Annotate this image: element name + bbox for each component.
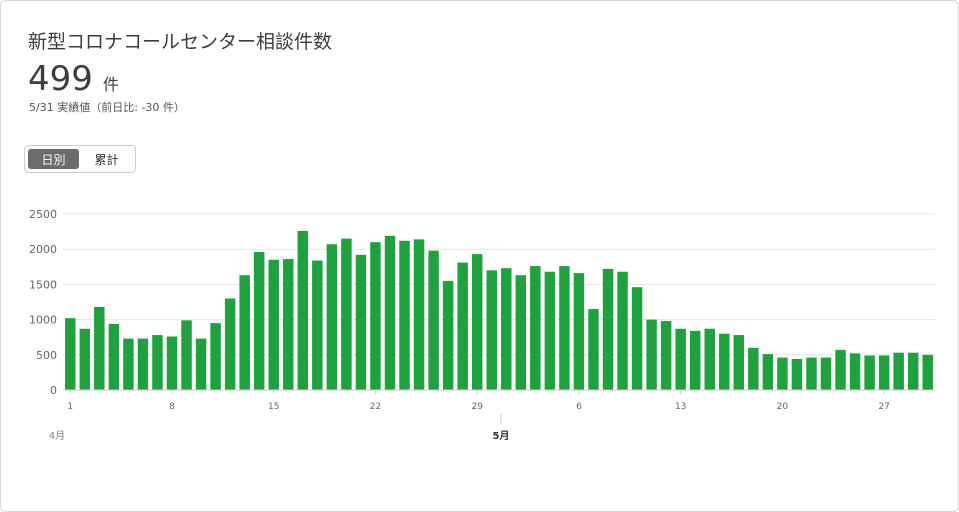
bar xyxy=(689,330,701,390)
bar xyxy=(123,338,134,390)
bar xyxy=(79,328,91,390)
bar xyxy=(355,254,367,390)
bar xyxy=(719,333,730,390)
bar xyxy=(297,230,309,390)
bar xyxy=(152,335,163,390)
card-title: 新型コロナコールセンター相談件数 xyxy=(28,31,333,53)
bar xyxy=(253,252,265,390)
bar xyxy=(370,242,381,390)
x-tick-label: 15 xyxy=(268,402,279,412)
latest-value-note: 5/31 実績値（前日比: -30 件） xyxy=(29,101,185,114)
bar xyxy=(210,323,221,390)
toggle-daily-button[interactable]: 日別 xyxy=(28,149,79,169)
bar xyxy=(864,355,875,390)
bar xyxy=(588,309,599,390)
bar xyxy=(907,352,919,390)
bar xyxy=(573,273,585,390)
y-tick-label: 500 xyxy=(36,349,57,362)
bar xyxy=(166,336,178,390)
bar-chart: 0 500 1000 1500 2000 2500 1 8 15 22 29 6 13 20 27 4月 5月 xyxy=(29,208,935,442)
x-tick-label: 29 xyxy=(471,402,483,412)
bar xyxy=(239,275,250,390)
bar xyxy=(283,259,294,390)
x-tick-label: 8 xyxy=(169,402,175,412)
bar xyxy=(428,250,439,390)
bar xyxy=(762,354,774,390)
daily-cumulative-toggle: 日別 累計 xyxy=(24,145,136,173)
bar xyxy=(399,240,410,390)
bar xyxy=(530,266,541,390)
bar xyxy=(602,268,614,390)
bar xyxy=(442,280,454,390)
bar xyxy=(791,359,803,390)
bar xyxy=(501,268,512,390)
bar xyxy=(748,347,759,390)
bar xyxy=(341,238,352,390)
y-tick-label: 2500 xyxy=(29,208,57,221)
bar xyxy=(486,270,497,390)
x-tick-label: 1 xyxy=(67,402,73,412)
bar xyxy=(108,323,120,390)
latest-value-unit: 件 xyxy=(102,75,119,94)
bar xyxy=(268,259,279,390)
bar xyxy=(806,357,817,390)
y-tick-label: 2000 xyxy=(29,243,57,256)
x-tick-label: 20 xyxy=(777,402,789,412)
bar xyxy=(413,239,425,390)
bar xyxy=(631,287,643,390)
bar xyxy=(704,328,715,390)
x-tick-label: 27 xyxy=(878,402,889,412)
bar xyxy=(65,318,76,390)
bar xyxy=(777,357,788,390)
bar xyxy=(617,271,628,390)
bar xyxy=(224,298,236,390)
bar xyxy=(515,275,527,390)
bar xyxy=(646,319,657,390)
month-label-may: 5月 xyxy=(493,430,510,442)
latest-value-row: 499 件 xyxy=(28,59,119,99)
y-tick-label: 1000 xyxy=(29,314,57,327)
bar xyxy=(559,266,570,390)
toggle-cumulative-button[interactable]: 累計 xyxy=(81,149,132,169)
bar xyxy=(384,235,396,390)
bar xyxy=(312,260,323,390)
bar xyxy=(457,262,468,390)
bar xyxy=(893,352,904,390)
bar xyxy=(922,354,933,390)
month-label-april: 4月 xyxy=(49,430,65,442)
x-tick-label: 13 xyxy=(675,402,686,412)
bar xyxy=(137,338,149,390)
y-tick-label: 1500 xyxy=(29,278,57,291)
y-tick-label: 0 xyxy=(50,384,57,397)
bar xyxy=(675,328,686,390)
bar xyxy=(326,244,338,390)
bar xyxy=(660,321,672,390)
latest-value: 499 xyxy=(28,59,93,99)
bar xyxy=(94,306,105,390)
bar xyxy=(471,254,483,390)
bar xyxy=(878,355,890,390)
bar xyxy=(733,335,745,390)
bar xyxy=(181,320,192,390)
bar xyxy=(820,357,832,390)
x-tick-label: 22 xyxy=(370,402,381,412)
bar xyxy=(835,349,846,390)
bar xyxy=(195,338,207,390)
bar xyxy=(544,271,556,390)
x-tick-label: 6 xyxy=(576,402,582,412)
bar xyxy=(849,353,861,390)
